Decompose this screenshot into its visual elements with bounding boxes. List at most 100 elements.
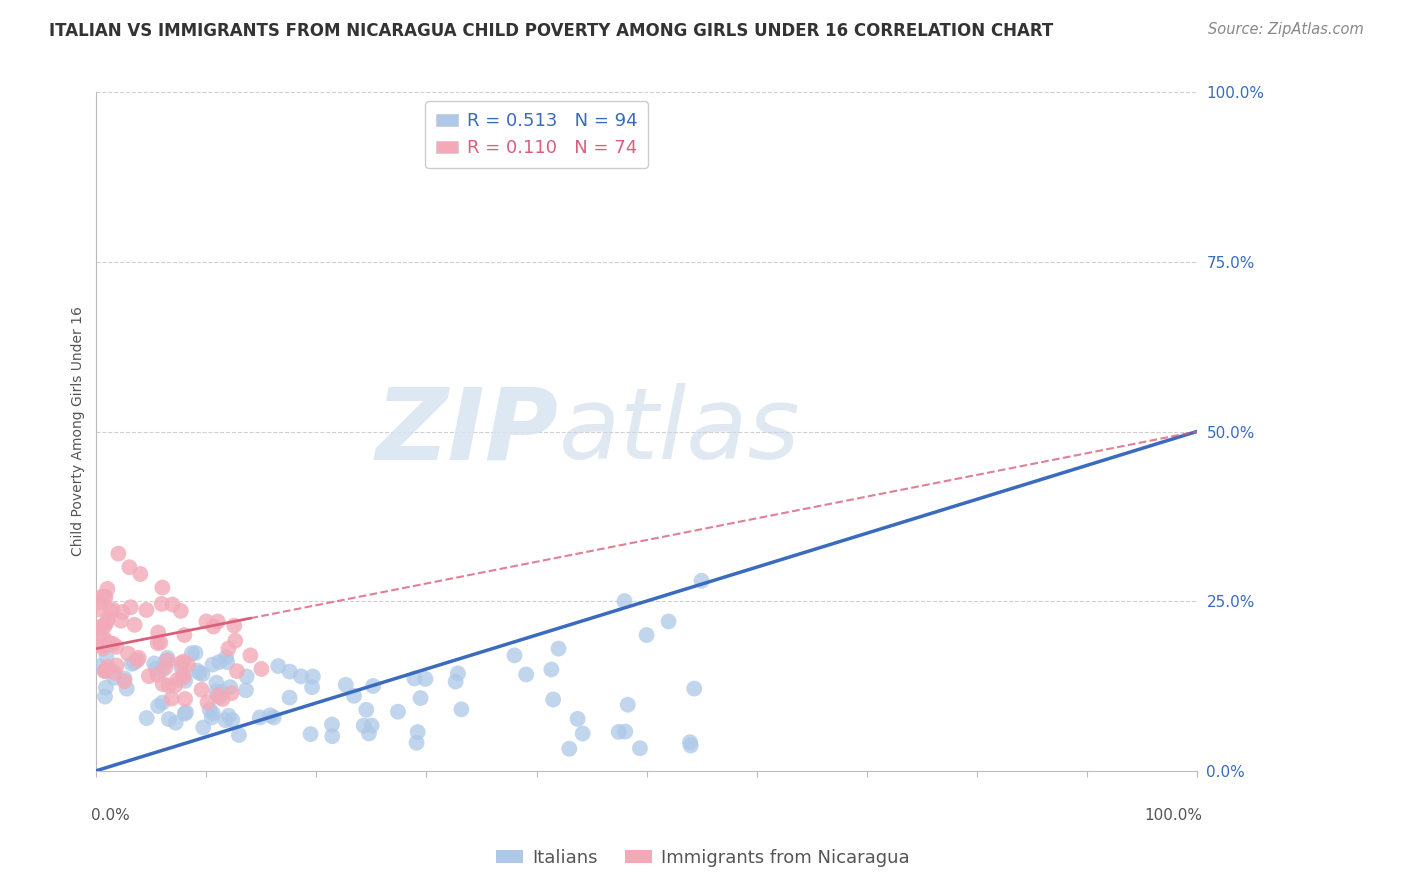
Point [107,547,129,561]
Point [93,664,115,678]
Point [540,663,562,677]
Point [91,639,114,653]
Point [173,670,195,684]
Point [321,717,343,731]
Point [211,692,233,706]
Point [353,718,375,732]
Point [201,710,224,724]
Point [447,666,470,681]
Text: Source: ZipAtlas.com: Source: ZipAtlas.com [1208,22,1364,37]
Point [198,702,221,716]
Point [218,708,240,723]
Point [558,741,581,756]
Point [219,680,242,694]
Point [207,689,229,703]
Point [235,683,257,698]
Point [89,621,111,635]
Point [90,590,112,604]
Point [515,667,537,681]
Point [101,602,124,616]
Point [409,691,432,706]
Point [278,690,301,705]
Point [93,632,115,646]
Point [184,646,207,660]
Text: 100.0%: 100.0% [1144,808,1202,823]
Point [173,706,195,721]
Point [124,656,146,670]
Point [156,651,179,665]
Point [205,675,228,690]
Point [679,735,702,749]
Point [118,560,141,574]
Point [89,659,111,673]
Text: ZIP: ZIP [375,383,558,480]
Point [202,619,225,633]
Point [415,672,437,686]
Point [105,640,128,654]
Point [91,641,114,656]
Point [121,657,143,671]
Point [89,595,111,609]
Point [188,665,211,680]
Point [152,677,174,691]
Point [117,647,139,661]
Point [335,678,357,692]
Point [90,628,112,642]
Text: 0.0%: 0.0% [91,808,129,823]
Point [128,650,150,665]
Point [138,669,160,683]
Point [96,582,118,596]
Point [148,625,170,640]
Point [90,619,112,633]
Point [404,672,426,686]
Point [124,617,146,632]
Point [657,615,679,629]
Point [690,574,713,588]
Point [259,708,281,723]
Point [112,674,135,689]
Point [444,674,467,689]
Point [165,678,187,692]
Point [96,650,118,665]
Point [503,648,526,663]
Point [301,680,323,694]
Point [129,566,152,581]
Point [149,635,172,649]
Point [97,612,120,626]
Legend: Italians, Immigrants from Nicaragua: Italians, Immigrants from Nicaragua [489,842,917,874]
Point [94,681,117,695]
Point [263,710,285,724]
Point [406,725,429,739]
Point [173,655,195,669]
Point [636,628,658,642]
Point [343,689,366,703]
Point [111,605,134,619]
Point [135,711,157,725]
Point [170,656,193,670]
Point [146,667,169,681]
Point [98,636,121,650]
Point [100,604,122,618]
Point [616,698,638,712]
Point [224,618,246,632]
Point [217,641,239,656]
Point [127,653,149,667]
Point [150,597,173,611]
Point [239,648,262,663]
Point [193,721,215,735]
Point [190,682,212,697]
Point [628,741,651,756]
Point [155,654,177,668]
Point [205,684,228,698]
Point [450,702,472,716]
Point [208,690,231,704]
Point [135,603,157,617]
Point [683,681,706,696]
Point [162,598,184,612]
Point [170,660,193,674]
Point [614,724,637,739]
Point [278,665,301,679]
Point [224,633,246,648]
Point [302,669,325,683]
Point [94,590,117,604]
